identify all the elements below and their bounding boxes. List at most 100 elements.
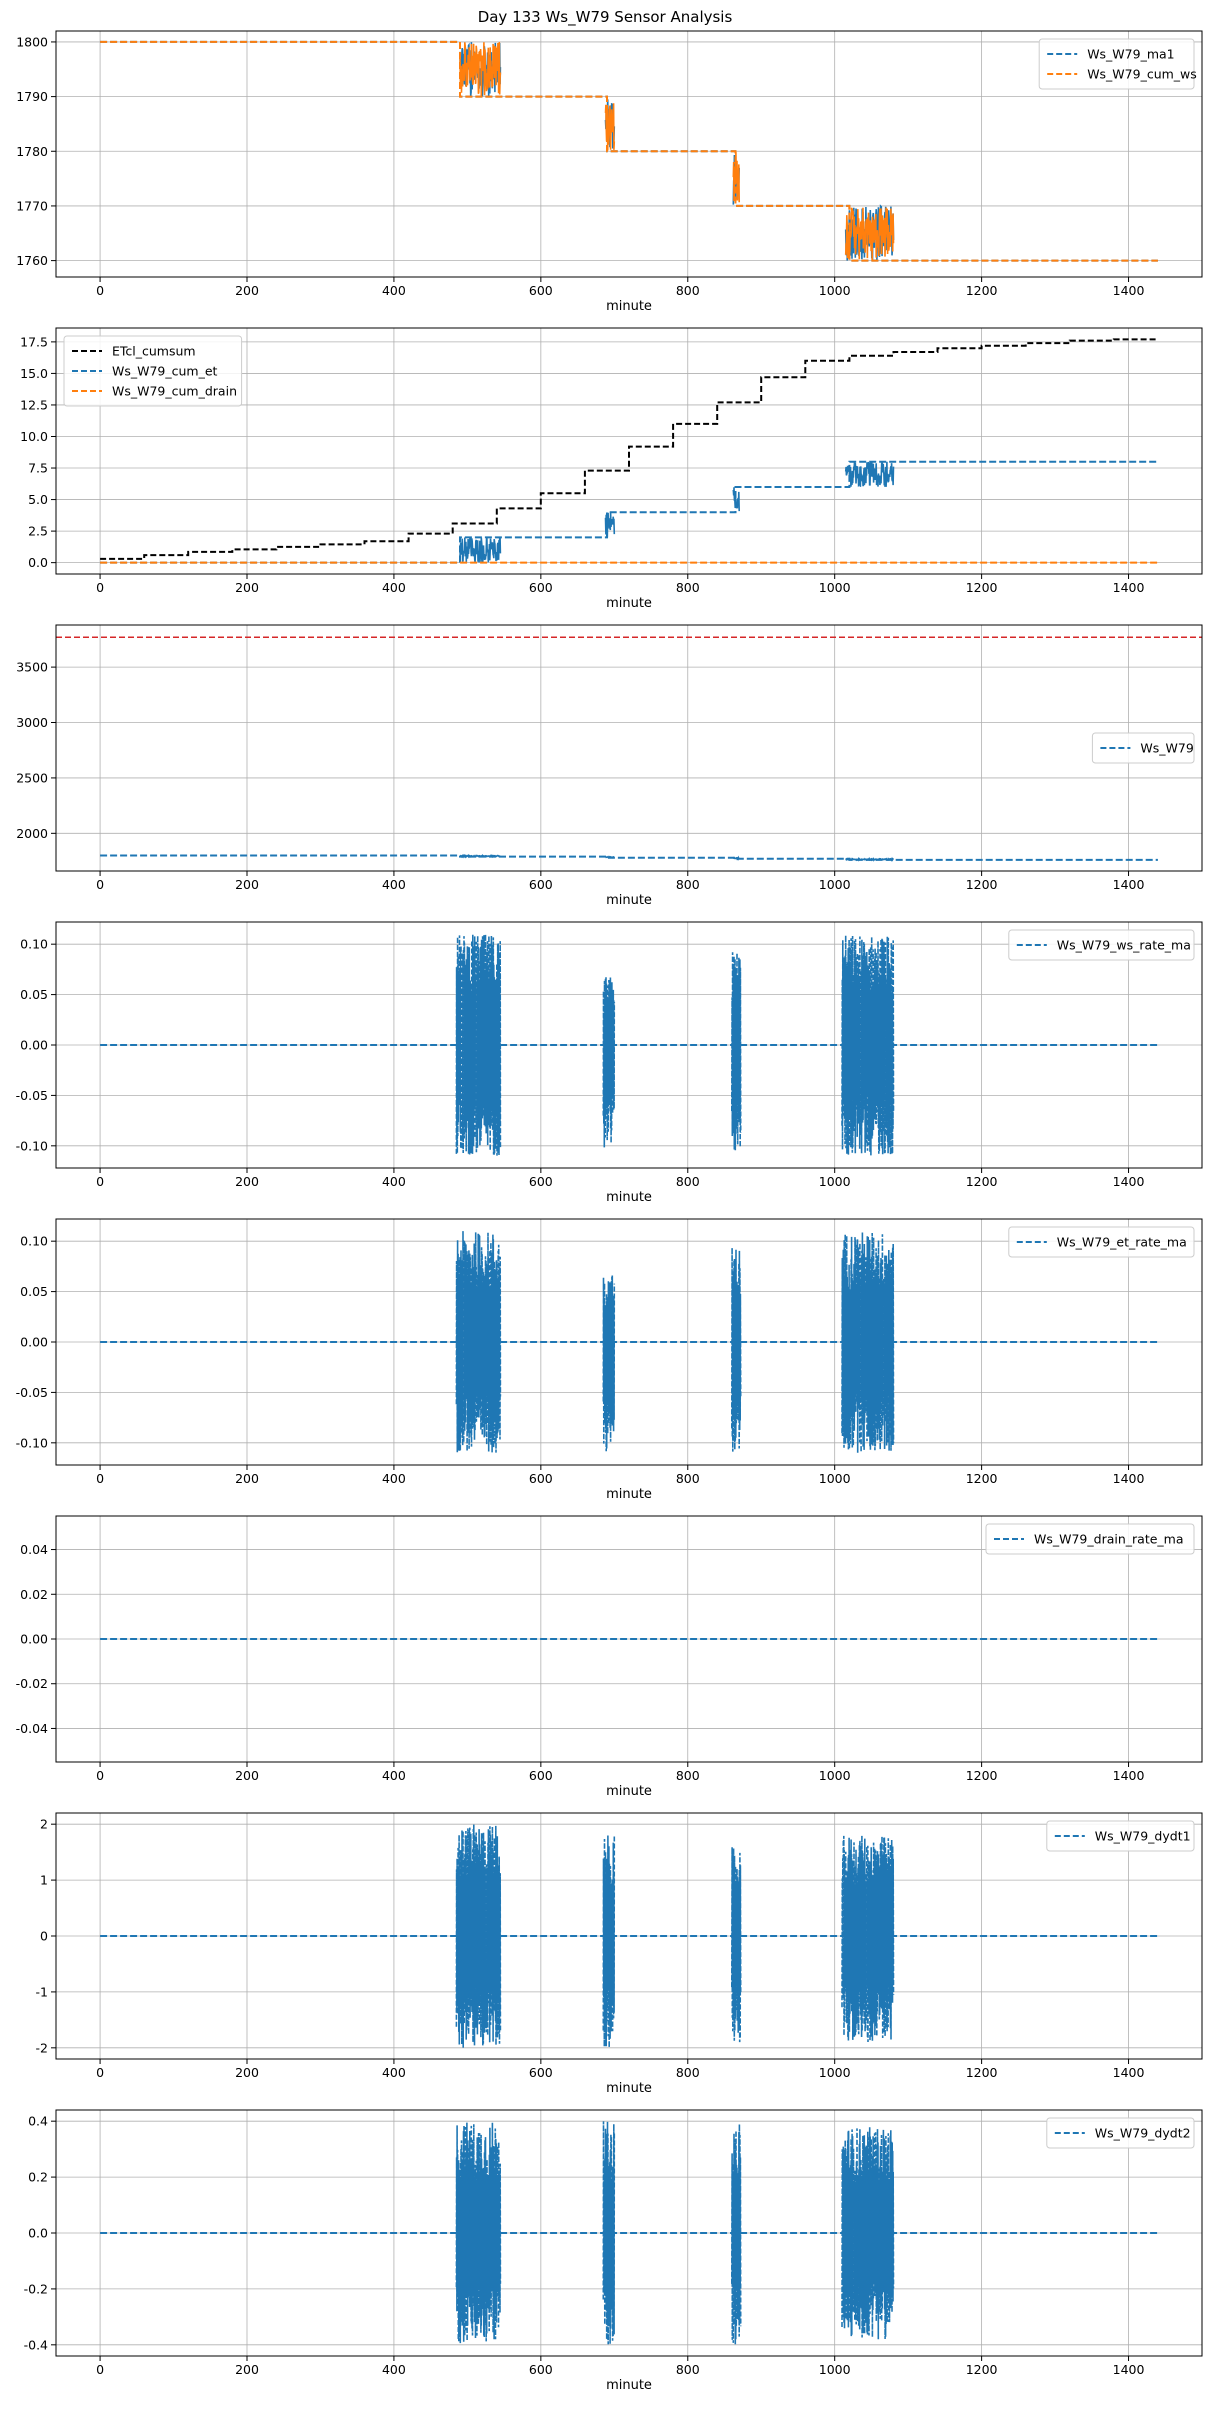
series-transition <box>605 855 615 859</box>
y-tick-label: 0.05 <box>20 987 48 1002</box>
subplot-2: 0 200 400 600 800 1000 1200 1400 0.0 2.5 5.0 7.5 10.… <box>20 327 1203 611</box>
legend: Ws_W79_drain_rate_ma <box>985 1523 1195 1555</box>
x-tick-label: 600 <box>529 2065 553 2080</box>
legend: Ws_W79_ws_rate_ma <box>1008 929 1195 961</box>
legend-label: ETcl_cumsum <box>112 344 196 359</box>
series-transition <box>459 853 501 859</box>
subplot-1: 0 200 400 600 800 1000 1200 1400 1760 1770 1780 179… <box>16 30 1203 314</box>
x-tick-label: 0 <box>96 1471 104 1486</box>
series-Ws_W79_cum_et <box>100 460 1158 564</box>
legend-box <box>1008 929 1195 961</box>
x-tick-label: 1200 <box>966 2362 998 2377</box>
y-tick-label: 1780 <box>16 144 48 159</box>
y-tick-label: 10.0 <box>20 429 48 444</box>
legend: Ws_W79_dydt1 <box>1046 1820 1195 1852</box>
legend-label: Ws_W79_cum_et <box>112 364 218 379</box>
x-tick-label: 800 <box>676 1471 700 1486</box>
y-tick-label: 0.04 <box>20 1542 48 1557</box>
y-tick-label: 0.0 <box>28 2226 48 2241</box>
series-transition <box>844 461 895 488</box>
y-tick-label: 0 <box>40 1929 48 1944</box>
subplot-4: 0 200 400 600 800 1000 1200 1400 -0.10 -0.05 0.00 0… <box>16 921 1203 1205</box>
series-transition <box>459 537 502 563</box>
y-tick-label: -0.10 <box>16 1138 48 1153</box>
x-tick-label: 1200 <box>966 283 998 298</box>
y-tick-label: 2000 <box>16 826 48 841</box>
series-Ws_W79_et_rate_ma <box>100 1231 1158 1453</box>
series-transition <box>732 151 740 203</box>
series-burst <box>731 2124 742 2345</box>
legend: Ws_W79 <box>1091 732 1195 764</box>
x-tick-label: 200 <box>235 580 259 595</box>
y-tick-label: 1760 <box>16 253 48 268</box>
legend-label: Ws_W79_ws_rate_ma <box>1057 938 1191 953</box>
series-burst <box>602 1835 616 2048</box>
x-tick-label: 1000 <box>819 283 851 298</box>
x-tick-label: 1400 <box>1113 877 1145 892</box>
x-tick-label: 400 <box>382 1768 406 1783</box>
series-burst <box>731 1247 742 1452</box>
x-tick-label: 1400 <box>1113 580 1145 595</box>
subplot-3: 0 200 400 600 800 1000 1200 1400 2000 2500 3000 350… <box>16 624 1203 908</box>
series-transition <box>844 207 895 261</box>
y-tick-label: 3500 <box>16 660 48 675</box>
x-tick-label: 800 <box>676 283 700 298</box>
x-tick-label: 200 <box>235 1174 259 1189</box>
legend: Ws_W79_ma1 Ws_W79_cum_ws <box>1038 38 1197 90</box>
x-tick-label: 1000 <box>819 1174 851 1189</box>
y-tick-label: 0.10 <box>20 1234 48 1249</box>
legend-box <box>1008 1226 1195 1258</box>
x-tick-label: 1400 <box>1113 2362 1145 2377</box>
series-burst <box>602 977 616 1148</box>
series-burst <box>602 1275 616 1452</box>
axes-frame <box>55 30 1203 278</box>
y-tick-label: -0.4 <box>24 2337 48 2352</box>
x-tick-label: 600 <box>529 580 553 595</box>
series-line <box>100 854 1158 861</box>
legend-label: Ws_W79_dydt2 <box>1095 2126 1191 2141</box>
series-burst <box>455 1231 502 1453</box>
y-tick-label: -0.05 <box>16 1385 48 1400</box>
x-tick-label: 600 <box>529 1471 553 1486</box>
legend: Ws_W79_dydt2 <box>1046 2117 1195 2149</box>
x-tick-label: 1400 <box>1113 283 1145 298</box>
y-tick-label: 2.5 <box>28 524 48 539</box>
panels: 0 200 400 600 800 1000 1200 1400176017701780179… <box>16 30 1203 2393</box>
subplot-7: 0 200 400 600 800 1000 1200 1400 -2 -1 0 1 2 minute Ws… <box>36 1812 1203 2096</box>
legend-label: Ws_W79_drain_rate_ma <box>1034 1532 1184 1547</box>
series-transition <box>459 41 502 96</box>
series-burst <box>731 952 742 1151</box>
x-tick-label: 800 <box>676 877 700 892</box>
x-tick-label: 1000 <box>819 2362 851 2377</box>
x-tick-label: 400 <box>382 1471 406 1486</box>
subplot-8: 0 200 400 600 800 1000 1200 1400 -0.4 -0.2 0.0 0.2 0… <box>24 2109 1203 2393</box>
y-tick-label: 0.00 <box>20 1038 48 1053</box>
y-tick-label: 17.5 <box>20 334 48 349</box>
legend: ETcl_cumsum Ws_W79_cum_et Ws_W79_cum_drain <box>63 335 243 407</box>
x-tick-label: 0 <box>96 2362 104 2377</box>
y-tick-label: 0.00 <box>20 1632 48 1647</box>
x-tick-label: 200 <box>235 1471 259 1486</box>
x-axis-label: minute <box>606 893 652 908</box>
y-tick-label: 7.5 <box>28 461 48 476</box>
axes-frame <box>55 327 1203 575</box>
x-tick-label: 600 <box>529 877 553 892</box>
series-burst <box>602 2121 616 2345</box>
x-tick-label: 800 <box>676 2065 700 2080</box>
x-tick-label: 200 <box>235 877 259 892</box>
x-tick-label: 400 <box>382 283 406 298</box>
x-tick-label: 400 <box>382 2065 406 2080</box>
legend-label: Ws_W79_cum_ws <box>1087 67 1197 82</box>
subplot-6: 0 200 400 600 800 1000 1200 1400 -0.04 -0.02 0.00 0… <box>16 1515 1203 1799</box>
x-tick-label: 1400 <box>1113 2065 1145 2080</box>
y-tick-label: 12.5 <box>20 397 48 412</box>
series-Ws_W79_dydt1 <box>100 1824 1158 2048</box>
x-tick-label: 0 <box>96 1174 104 1189</box>
y-tick-label: 0.2 <box>28 2170 48 2185</box>
series-Ws_W79 <box>100 853 1158 862</box>
y-tick-label: 2500 <box>16 770 48 785</box>
y-tick-label: 1800 <box>16 34 48 49</box>
series-transition <box>732 855 740 861</box>
y-tick-label: 0.02 <box>20 1587 48 1602</box>
y-tick-label: -2 <box>36 2040 48 2055</box>
